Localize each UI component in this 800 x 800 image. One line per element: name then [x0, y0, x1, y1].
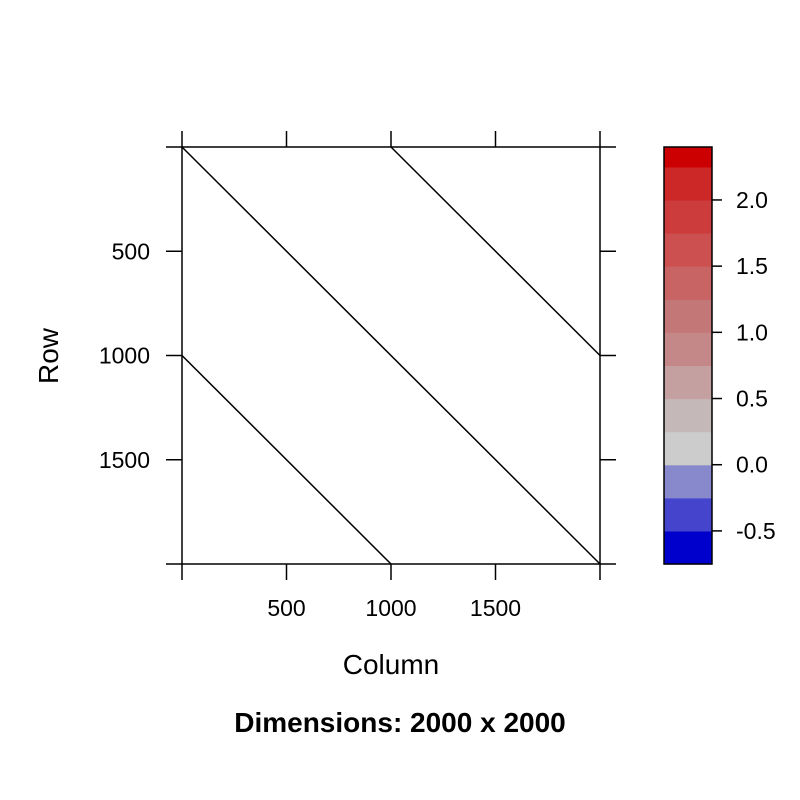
- y-tick-label: 500: [112, 238, 150, 264]
- color-key-tick-label: 0.5: [736, 386, 768, 412]
- color-key-frame: [663, 146, 713, 565]
- color-key-bin-13: [664, 147, 712, 168]
- y-axis-title: Row: [33, 327, 64, 384]
- color-key-bin-8: [664, 299, 712, 333]
- color-key-bin-3: [664, 464, 712, 499]
- color-key-tick-label: 0.0: [736, 452, 768, 478]
- y-tick-label: 1000: [99, 343, 150, 369]
- color-key-bin-10: [664, 233, 712, 267]
- color-key-bin-9: [664, 266, 712, 300]
- y-tick-label: 1500: [99, 447, 150, 473]
- x-tick-label: 500: [267, 595, 305, 621]
- color-key-bin-12: [664, 166, 712, 201]
- color-key-bin-2: [664, 497, 712, 532]
- x-axis-title: Column: [343, 649, 439, 680]
- color-key-tick-label: 1.0: [736, 319, 768, 345]
- dimensions-caption: Dimensions: 2000 x 2000: [234, 707, 566, 738]
- color-key-bin-4: [664, 431, 712, 466]
- axes: 500 1000 1500 500 1000 1500: [99, 131, 616, 621]
- color-key-bin-6: [664, 365, 712, 400]
- color-key-tick-label: 2.0: [736, 187, 768, 213]
- color-key-bin-5: [664, 398, 712, 433]
- x-tick-label: 1000: [365, 595, 416, 621]
- color-key-bin-11: [664, 199, 712, 234]
- color-key-tick-label: 1.5: [736, 253, 768, 279]
- contour-line-2: [390, 146, 601, 357]
- x-tick-label: 1500: [470, 595, 521, 621]
- contour-line-3: [181, 354, 392, 565]
- contour-lines: [181, 146, 601, 565]
- color-key-tick-label: -0.5: [736, 518, 776, 544]
- color-key: -0.5 0.0 0.5 1.0 1.5 2.0: [663, 146, 776, 565]
- color-key-bin-1: [664, 530, 712, 565]
- contour-line-1: [181, 146, 601, 565]
- color-key-bin-7: [664, 332, 712, 367]
